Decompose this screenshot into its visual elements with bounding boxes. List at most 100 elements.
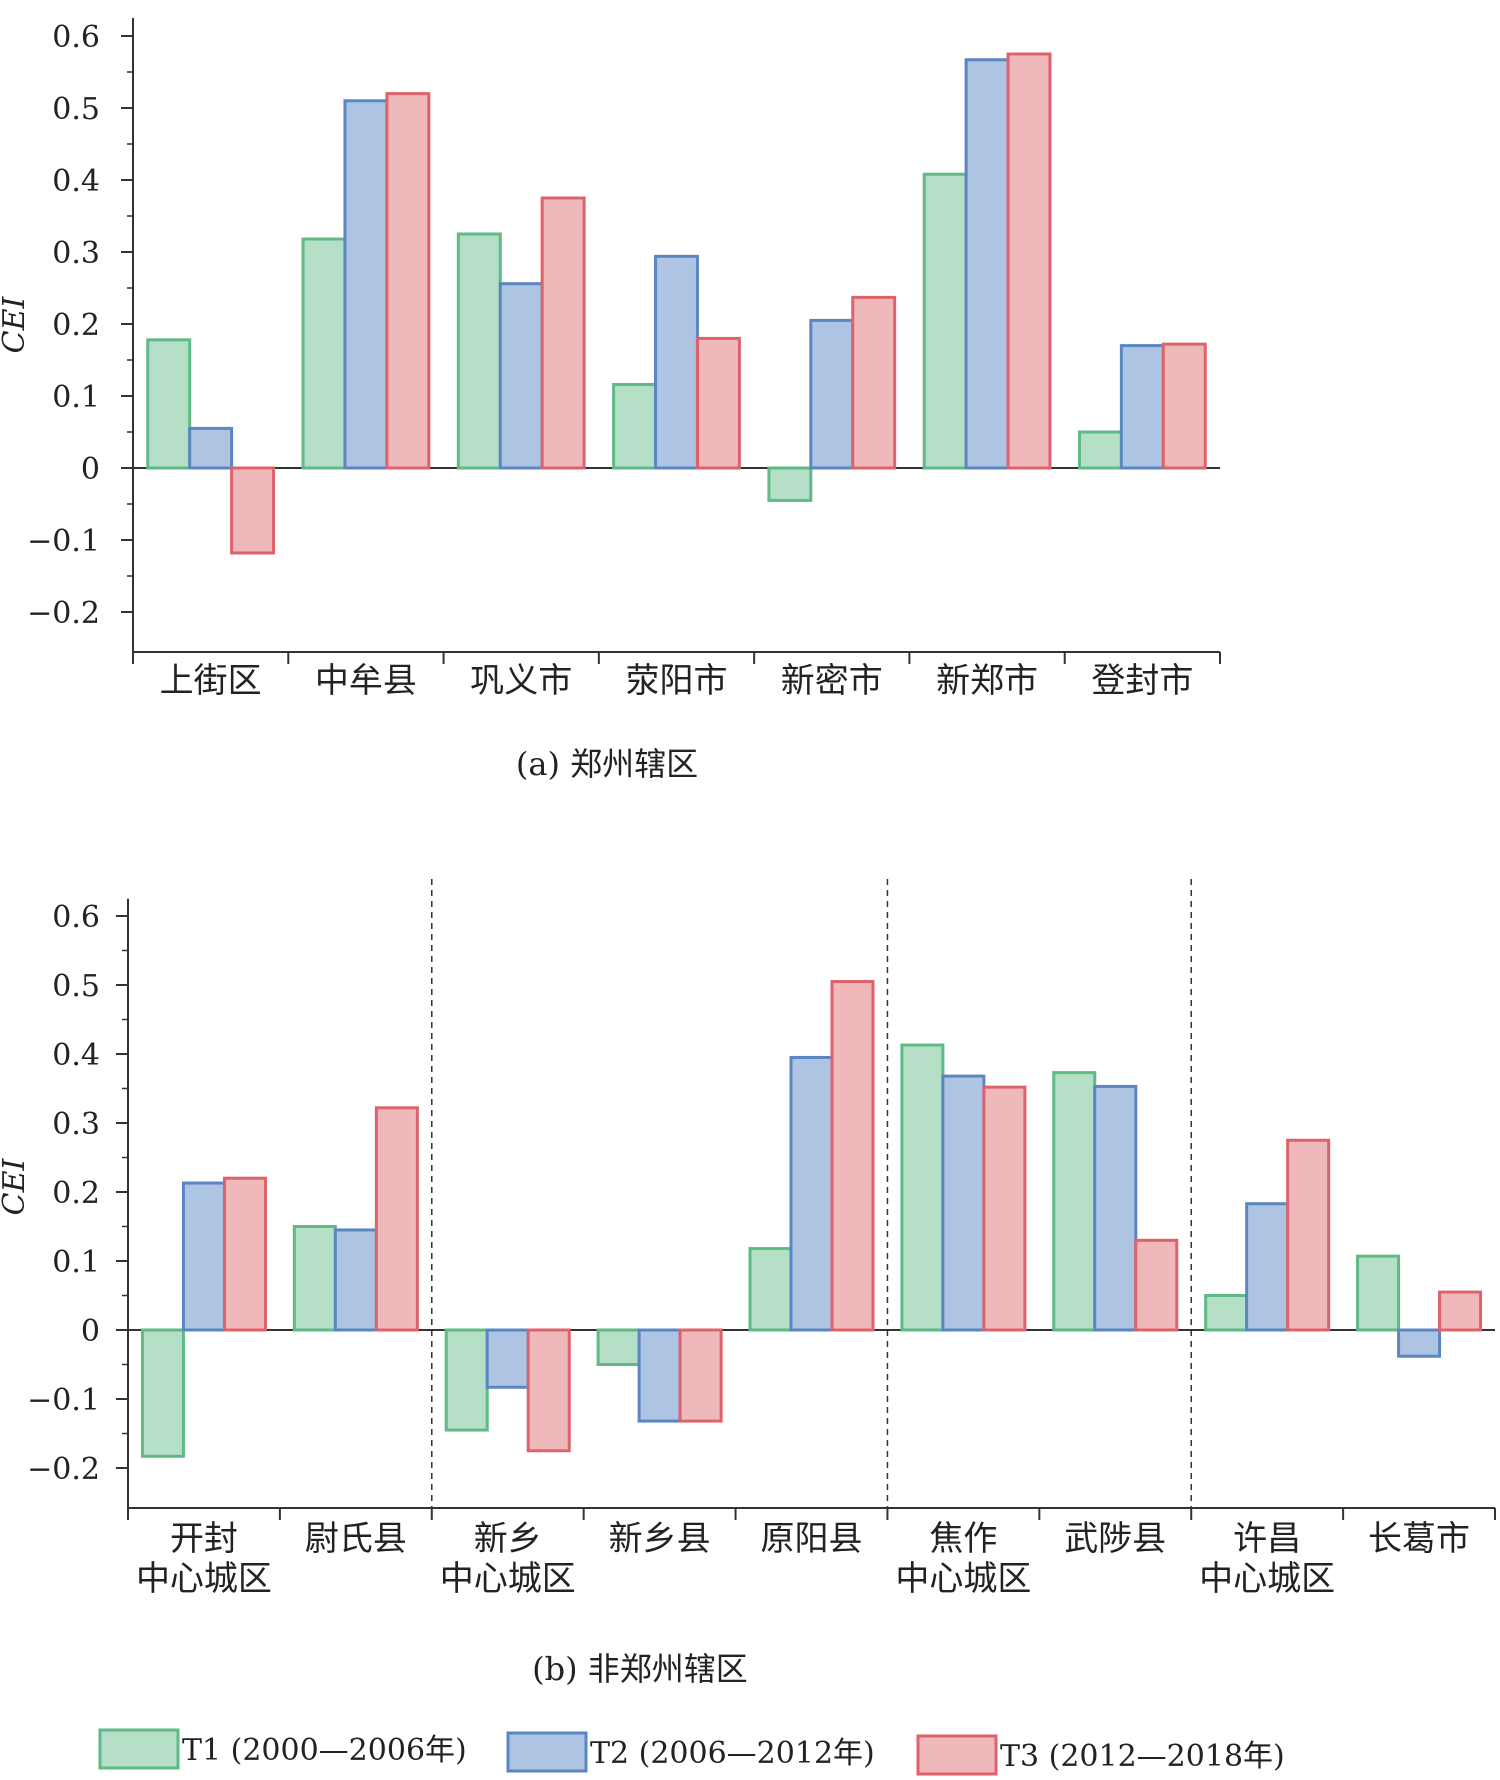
bar-t3	[526, 1328, 571, 1453]
bar-t2	[1397, 1328, 1442, 1358]
bar-t2	[1245, 1202, 1290, 1332]
x-category-label: 中牟县	[315, 661, 417, 701]
bar-t3	[1006, 52, 1052, 470]
bar-t2	[941, 1074, 986, 1332]
bar-t1	[301, 237, 347, 470]
x-category-label: 开封	[170, 1519, 238, 1559]
bar-t2	[181, 1181, 226, 1332]
bar-t3	[678, 1328, 723, 1423]
bar-t3	[1161, 342, 1207, 470]
bar-t3	[1286, 1138, 1331, 1332]
panel-b-non-zhengzhou-districts: 0.60.50.40.30.20.10−0.1−0.2CEI开封中心城区尉氏县新…	[0, 879, 1496, 1688]
y-tick-label: 0	[81, 452, 100, 487]
x-category-label: 原阳县	[761, 1519, 863, 1559]
x-category-label: 长葛市	[1368, 1519, 1470, 1559]
x-category-label: 巩义市	[470, 661, 572, 701]
bar-t2	[1093, 1084, 1138, 1332]
y-tick-label: 0.4	[52, 1038, 100, 1073]
y-tick-label: 0.6	[52, 20, 100, 55]
y-tick-label: −0.2	[27, 596, 100, 631]
bar-t3	[851, 295, 897, 470]
y-tick-label: 0.4	[52, 164, 100, 199]
legend-label-t3: T3 (2012—2018年)	[1000, 1739, 1285, 1774]
bar-t2	[789, 1055, 834, 1332]
bar-t1	[767, 466, 813, 502]
bar-t1	[456, 232, 502, 470]
x-category-label: 新密市	[781, 661, 883, 701]
chart-caption: (a) 郑州辖区	[516, 745, 698, 783]
bar-t3	[1438, 1290, 1483, 1332]
y-tick-label: 0.5	[52, 969, 100, 1004]
y-tick-label: 0.2	[52, 308, 100, 343]
x-category-label: 上街区	[160, 661, 262, 701]
bar-t1	[146, 338, 192, 470]
x-category-label: 许昌	[1233, 1519, 1301, 1559]
bar-t2	[637, 1328, 682, 1423]
x-category-label: 新乡	[474, 1519, 542, 1559]
y-tick-label: 0.2	[52, 1176, 100, 1211]
x-category-label: 新郑市	[936, 661, 1038, 701]
y-tick-label: 0.6	[52, 900, 100, 935]
bar-t3	[830, 980, 875, 1332]
panel-a-zhengzhou-districts: 0.6 0.5 0.4 0.3 0.2 0.1 0 −0.1 −0.2 CEI 上街区 中牟县 巩义市 荥…	[0, 18, 1221, 783]
bar-t1	[292, 1225, 337, 1332]
y-tick-label: 0.3	[52, 1107, 100, 1142]
y-tick-label: 0.3	[52, 236, 100, 271]
y-tick-label: −0.2	[27, 1452, 100, 1487]
legend-label-t2: T2 (2006—2012年)	[590, 1736, 875, 1771]
legend-label-t1: T1 (2000—2006年)	[182, 1733, 467, 1768]
bar-t1	[1204, 1294, 1249, 1332]
bar-t1	[900, 1043, 945, 1332]
bar-t1	[748, 1247, 793, 1332]
bar-t3	[230, 466, 276, 555]
bar-t2	[485, 1328, 530, 1389]
bar-t3	[222, 1176, 267, 1332]
x-category-label: 武陟县	[1064, 1519, 1166, 1559]
x-category-label: 登封市	[1091, 661, 1193, 701]
legend: T1 (2000—2006年) T2 (2006—2012年) T3 (2012—2…	[98, 1728, 1285, 1776]
bar-t1	[140, 1328, 185, 1458]
bar-t1	[922, 172, 968, 470]
bar-t1	[1052, 1071, 1097, 1332]
bar-t3	[385, 92, 431, 470]
y-tick-label: 0	[81, 1314, 100, 1349]
legend-swatch-t1	[98, 1728, 180, 1770]
bar-t3	[540, 196, 586, 470]
x-category-label: 尉氏县	[305, 1519, 407, 1559]
y-axis-label: CEI	[0, 1158, 32, 1216]
x-category-label: 荥阳市	[626, 661, 728, 701]
y-axis-label: CEI	[0, 296, 32, 354]
bar-t1	[596, 1328, 641, 1366]
y-tick-label: −0.1	[27, 524, 100, 559]
y-tick-label: 0.1	[52, 1245, 100, 1280]
bar-t3	[1134, 1238, 1179, 1332]
bar-t2	[333, 1228, 378, 1332]
bar-t3	[374, 1106, 419, 1332]
bar-t2	[964, 58, 1010, 470]
y-tick-label: 0.5	[52, 92, 100, 127]
bar-t3	[982, 1085, 1027, 1332]
bar-t1	[1356, 1254, 1401, 1332]
bar-t2	[498, 282, 544, 470]
legend-swatch-t3	[916, 1734, 998, 1776]
x-category-label: 中心城区	[136, 1559, 272, 1599]
bar-t1	[612, 382, 658, 470]
chart-caption: (b) 非郑州辖区	[532, 1650, 748, 1688]
bar-t1	[1077, 430, 1123, 470]
legend-swatch-t2	[506, 1731, 588, 1773]
x-category-label: 新乡县	[609, 1519, 711, 1559]
bar-t3	[695, 336, 741, 470]
bar-t2	[343, 99, 389, 470]
x-category-label: 中心城区	[895, 1559, 1031, 1599]
bar-t2	[188, 426, 234, 470]
bar-t1	[444, 1328, 489, 1432]
x-category-label: 中心城区	[1199, 1559, 1335, 1599]
x-category-label: 中心城区	[440, 1559, 576, 1599]
bar-t2	[1119, 344, 1165, 470]
bar-t2	[654, 254, 699, 470]
y-tick-label: −0.1	[27, 1383, 100, 1418]
y-tick-label: 0.1	[52, 380, 100, 415]
bar-t2	[809, 318, 855, 470]
x-category-label: 焦作	[929, 1519, 997, 1559]
